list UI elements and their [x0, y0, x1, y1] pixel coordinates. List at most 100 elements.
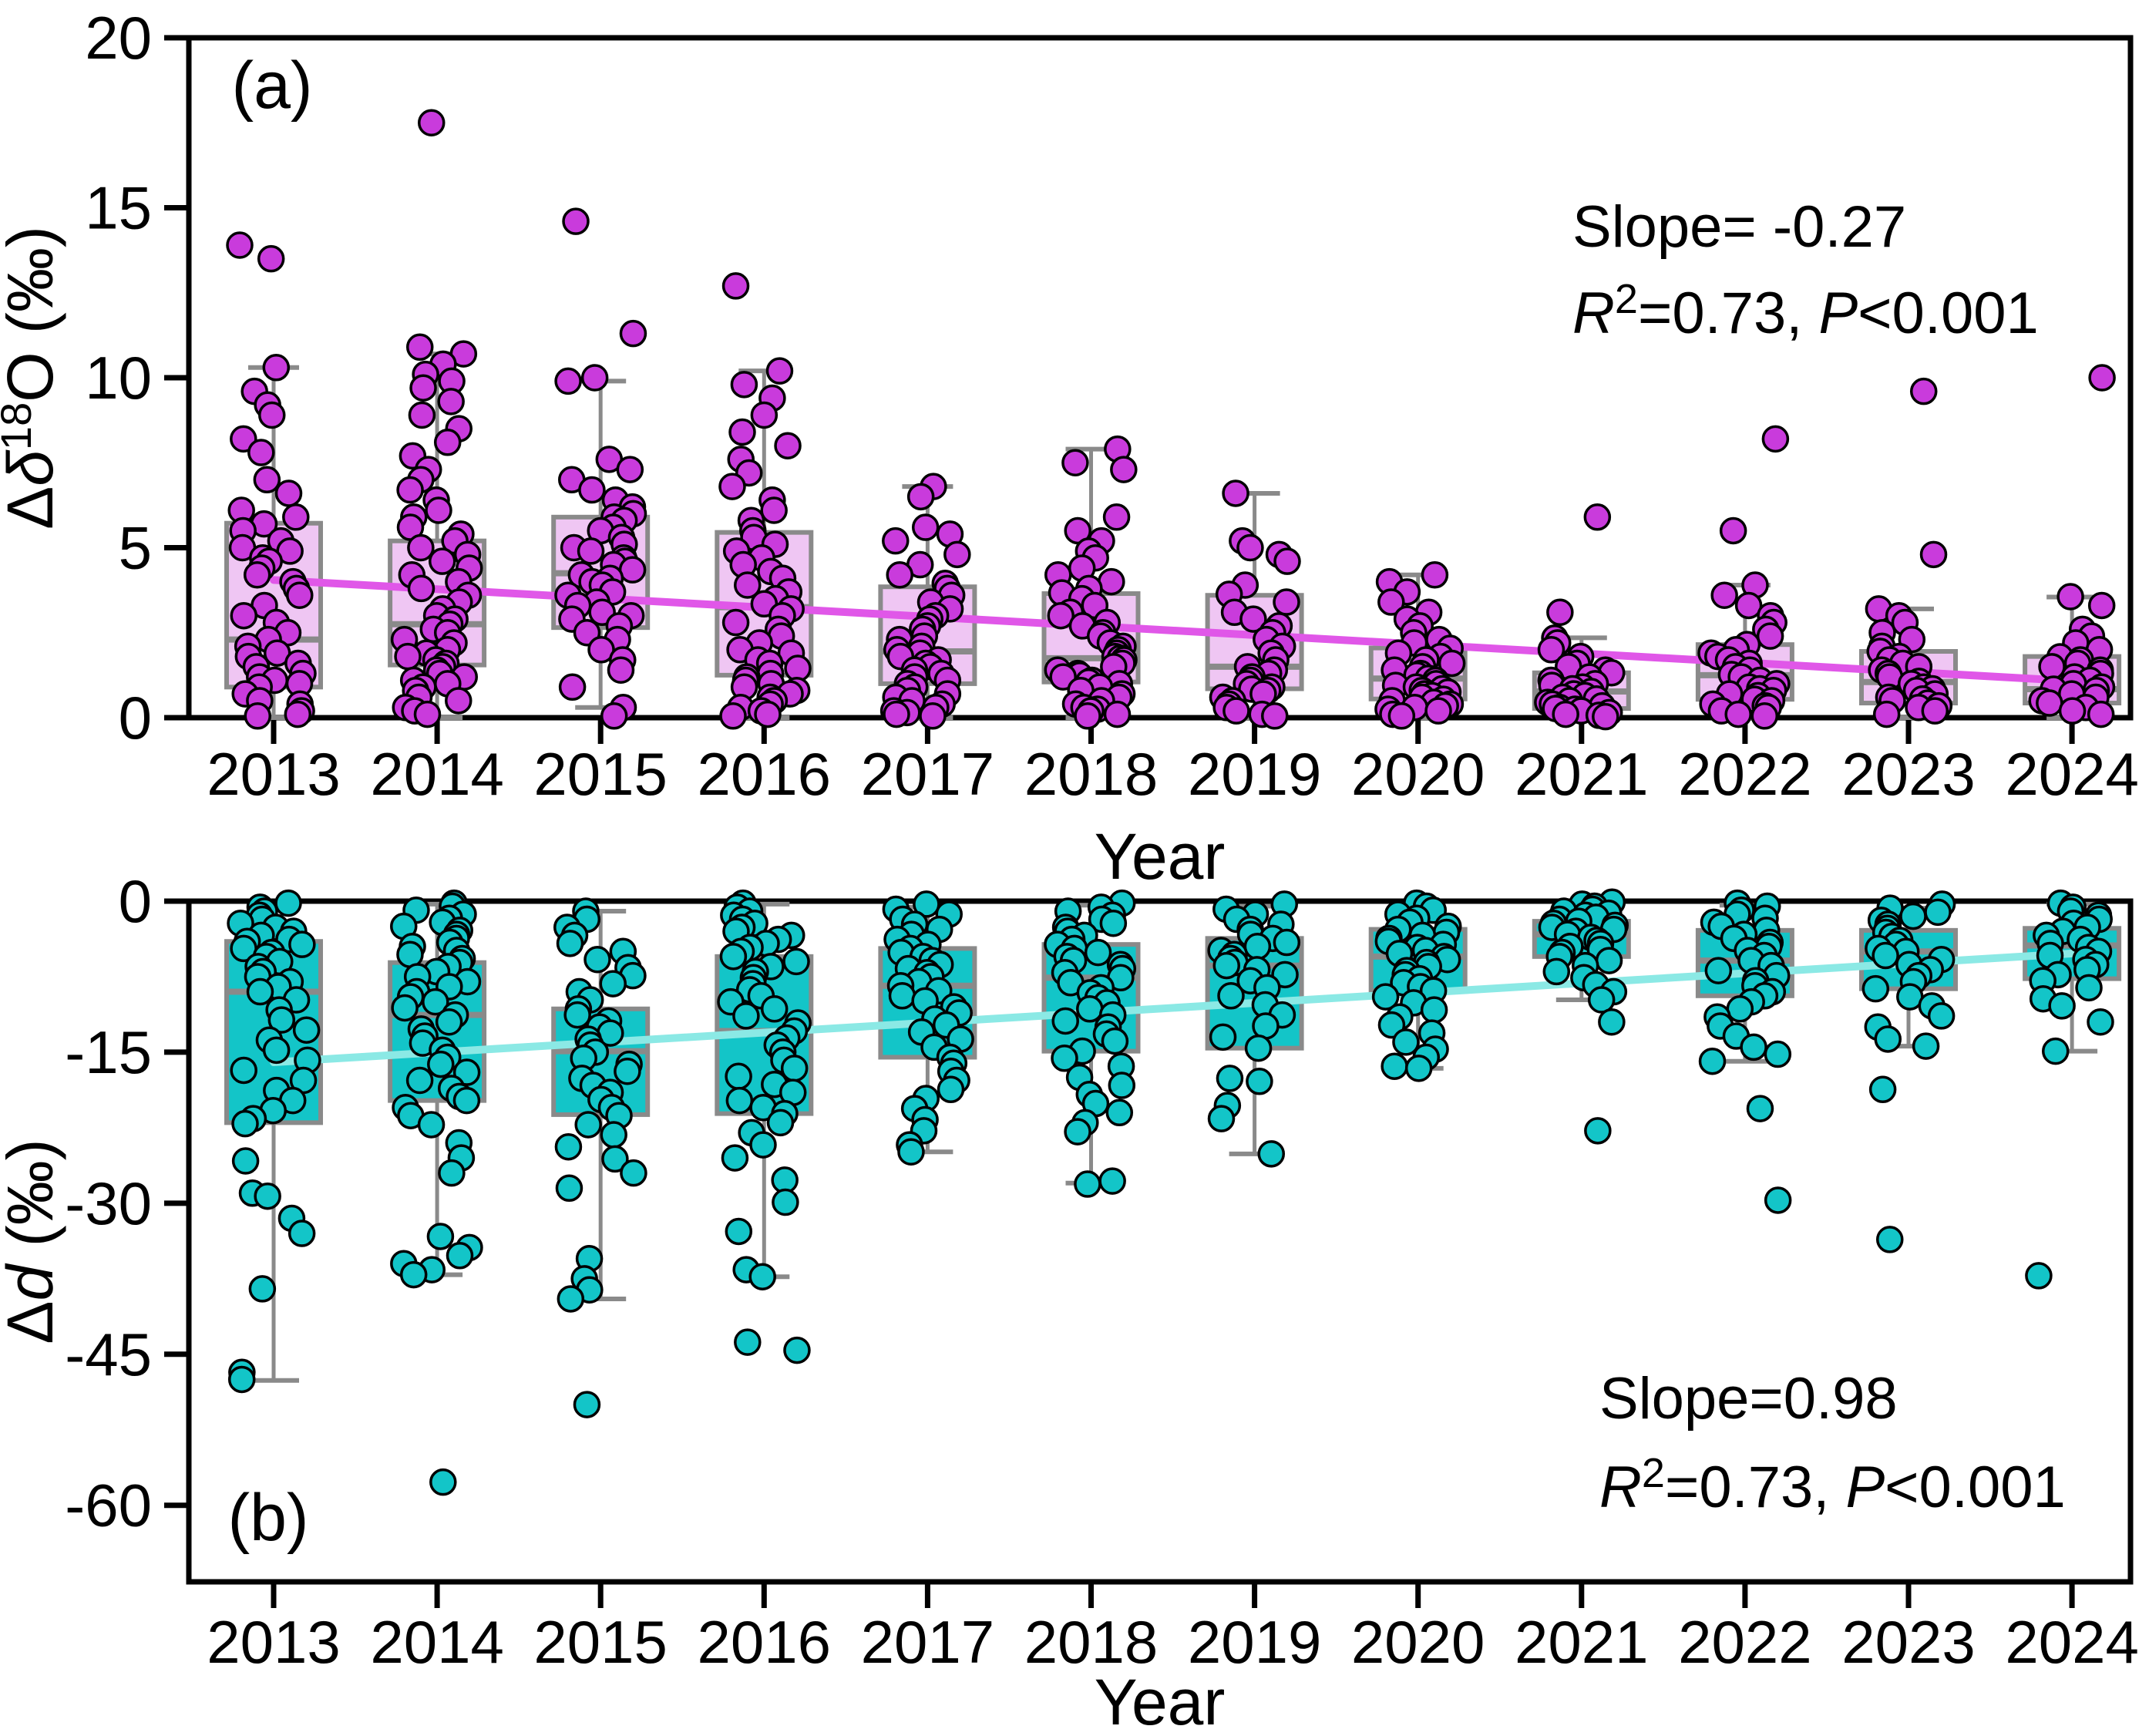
- data-point: [282, 503, 310, 531]
- data-point: [1909, 377, 1938, 405]
- data-point: [1061, 449, 1089, 476]
- data-point: [2057, 583, 2084, 611]
- y-tick-label: 15: [85, 174, 152, 242]
- x-tick-label: 2018: [1024, 740, 1159, 808]
- data-point: [2088, 364, 2116, 392]
- data-point: [396, 476, 424, 504]
- x-tick-label: 2020: [1351, 740, 1485, 808]
- data-point: [413, 700, 442, 728]
- data-point: [1108, 1072, 1136, 1099]
- data-point: [288, 1220, 316, 1247]
- data-point: [1861, 974, 1890, 1003]
- data-point: [1273, 928, 1301, 957]
- data-point: [1868, 1075, 1897, 1104]
- data-point: [732, 1002, 760, 1030]
- data-point: [1392, 1028, 1420, 1056]
- data-point: [1761, 425, 1790, 453]
- annotation-stats: R2=0.73, P<0.001: [1572, 276, 2039, 346]
- data-point: [452, 1086, 481, 1115]
- x-axis-title: Year: [1095, 1666, 1226, 1732]
- x-tick-label: 2019: [1188, 1608, 1322, 1676]
- data-point: [247, 439, 275, 466]
- data-point: [286, 581, 314, 609]
- data-point: [614, 1058, 641, 1085]
- data-point: [599, 970, 627, 998]
- data-point: [1875, 1226, 1904, 1253]
- annotation-stats: R2=0.73, P<0.001: [1599, 1450, 2066, 1520]
- data-point: [1244, 1034, 1273, 1062]
- data-point: [274, 889, 302, 917]
- data-point: [888, 982, 916, 1010]
- data-point: [725, 1086, 754, 1115]
- data-point: [1236, 533, 1264, 562]
- data-point: [721, 608, 750, 637]
- data-point: [618, 556, 647, 584]
- data-point: [274, 479, 303, 507]
- data-point: [554, 1132, 583, 1161]
- data-point: [760, 496, 788, 524]
- data-point: [601, 1145, 629, 1173]
- data-point: [1209, 1023, 1237, 1051]
- data-point: [1105, 1098, 1134, 1127]
- data-point: [1704, 957, 1733, 984]
- data-point: [2025, 1262, 2053, 1290]
- data-point: [284, 700, 312, 728]
- data-point: [1420, 996, 1448, 1024]
- x-tick-label: 2023: [1841, 1608, 1976, 1676]
- data-point: [2048, 992, 2076, 1020]
- data-point: [600, 702, 628, 730]
- data-point: [1098, 1167, 1126, 1195]
- data-point: [391, 994, 419, 1022]
- data-point: [1438, 649, 1466, 678]
- data-point: [1074, 1170, 1101, 1198]
- data-point: [1273, 547, 1301, 575]
- data-point: [253, 466, 281, 494]
- data-point: [226, 231, 254, 259]
- data-point: [230, 601, 258, 630]
- data-point: [243, 561, 271, 589]
- data-point: [580, 364, 609, 392]
- data-point: [244, 702, 271, 730]
- data-point: [1552, 700, 1579, 728]
- data-point: [445, 687, 473, 715]
- data-point: [578, 476, 606, 504]
- data-point: [292, 1016, 321, 1044]
- data-point: [246, 977, 274, 1006]
- data-point: [772, 1188, 799, 1216]
- data-point: [1719, 516, 1747, 545]
- y-axis-title: Δδ18O (‰): [0, 226, 66, 530]
- data-point: [1587, 986, 1616, 1014]
- data-point: [438, 1159, 466, 1187]
- annotation-slope: Slope=0.98: [1599, 1366, 1898, 1432]
- data-point: [1099, 909, 1128, 937]
- data-point: [1872, 700, 1901, 728]
- data-point: [409, 374, 437, 402]
- data-point: [422, 987, 449, 1016]
- data-point: [231, 1109, 259, 1138]
- data-point: [1546, 598, 1574, 627]
- data-point: [607, 656, 635, 685]
- data-point: [1064, 1118, 1091, 1146]
- axis-frame: [186, 898, 2134, 1585]
- data-point: [257, 401, 286, 429]
- data-point: [1724, 700, 1752, 728]
- data-point: [428, 547, 456, 575]
- data-point: [577, 537, 605, 565]
- data-point: [230, 425, 257, 453]
- data-point: [1710, 581, 1738, 609]
- data-point: [1764, 1040, 1792, 1068]
- data-point: [1542, 957, 1571, 986]
- panel-label: (b): [227, 1481, 308, 1555]
- data-point: [919, 702, 947, 730]
- data-point: [2041, 1037, 2070, 1065]
- data-point: [1726, 995, 1754, 1023]
- data-point: [1074, 702, 1101, 730]
- data-point: [557, 1285, 585, 1313]
- data-point: [1101, 1027, 1129, 1055]
- y-tick-label: 5: [119, 514, 152, 582]
- data-point: [774, 432, 802, 459]
- data-point: [719, 943, 748, 971]
- data-point: [883, 700, 910, 728]
